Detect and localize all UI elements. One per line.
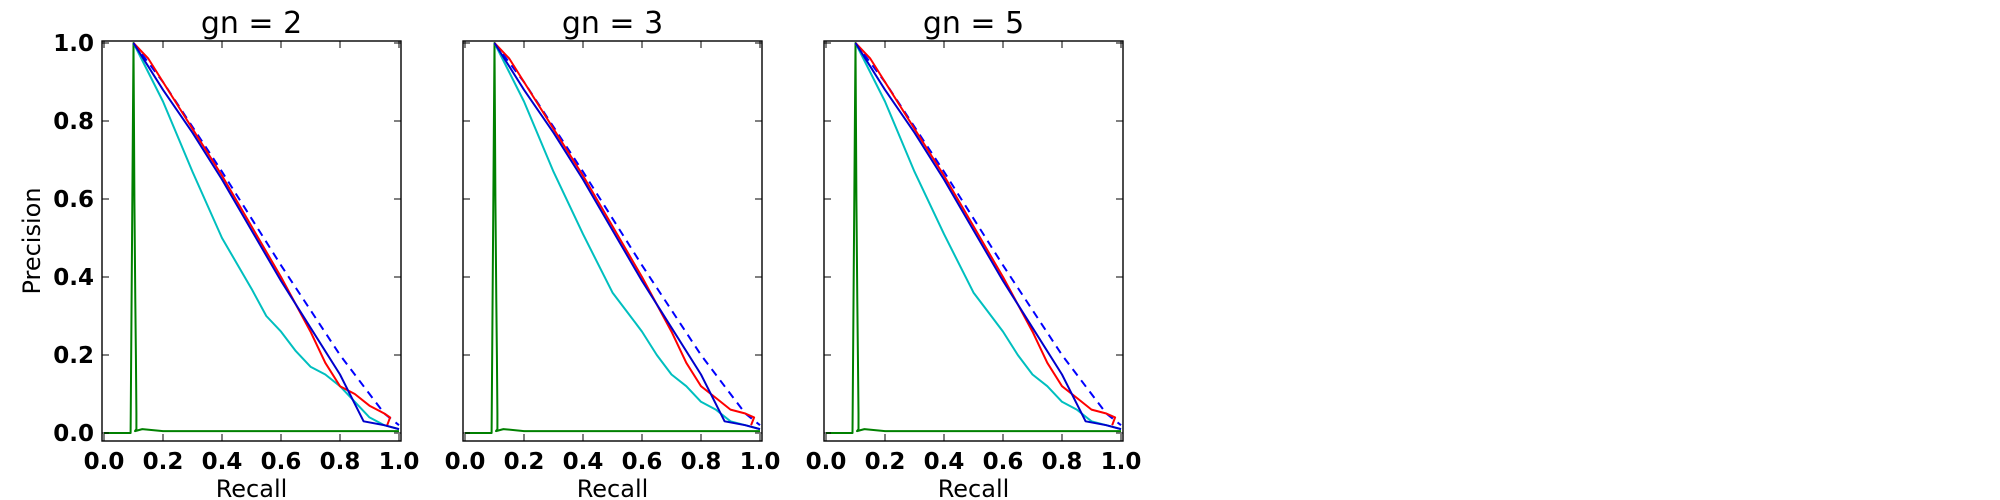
plot-frame — [462, 40, 763, 442]
x-tick-label: 1.0 — [740, 449, 781, 475]
y-tick-label: 0.8 — [53, 109, 94, 135]
x-tick-label: 0.2 — [865, 449, 906, 475]
y-tick-label: 0.0 — [53, 421, 94, 447]
series-line-4 — [854, 42, 1117, 426]
x-tick-label: 0.6 — [983, 449, 1024, 475]
series-line-3 — [854, 42, 1122, 426]
x-tick-label: 0.2 — [143, 449, 184, 475]
pr-panel-3: gn = 5 0.0 0.2 0.4 0.6 0.8 1.0 Recall — [806, 6, 1142, 500]
plot-frame — [823, 40, 1124, 442]
x-tick-label: 0.0 — [445, 449, 486, 475]
x-tick-label: 0.8 — [1042, 449, 1083, 475]
x-tick-label: 1.0 — [379, 449, 420, 475]
pr-panel-2: gn = 3 0.0 0.2 0.4 0.6 0.8 1.0 Recall — [445, 6, 781, 500]
y-tick-label: 1.0 — [53, 31, 94, 57]
x-axis-label: Recall — [216, 475, 288, 500]
series-line-2 — [493, 42, 761, 431]
y-tick-label: 0.4 — [53, 265, 94, 291]
panel-title: gn = 3 — [562, 6, 663, 41]
x-tick-label: 0.4 — [563, 449, 604, 475]
series-group — [826, 42, 1122, 434]
x-tick-label: 0.6 — [261, 449, 302, 475]
y-axis-label: Precision — [18, 187, 46, 294]
x-tick-label: 1.0 — [1101, 449, 1142, 475]
series-line-3 — [493, 42, 761, 426]
x-tick-label: 0.0 — [806, 449, 847, 475]
series-line-5 — [493, 42, 761, 431]
plot-frame — [101, 40, 402, 442]
series-line-2 — [132, 42, 400, 431]
panel-title: gn = 5 — [923, 6, 1024, 41]
x-tick-label: 0.4 — [924, 449, 965, 475]
x-axis-label: Recall — [577, 475, 649, 500]
x-tick-label: 0.8 — [681, 449, 722, 475]
series-line-5 — [854, 42, 1122, 431]
x-tick-label: 0.2 — [504, 449, 545, 475]
series-group — [104, 42, 400, 434]
x-axis-label: Recall — [938, 475, 1010, 500]
series-line-4 — [493, 42, 756, 426]
series-line-2 — [854, 42, 1122, 431]
x-tick-label: 0.6 — [622, 449, 663, 475]
x-tick-label: 0.0 — [84, 449, 125, 475]
x-tick-label: 0.4 — [202, 449, 243, 475]
x-tick-label: 0.8 — [320, 449, 361, 475]
series-line-4 — [132, 42, 392, 426]
pr-panel-1: gn = 2 0.0 0.2 0.4 0.6 0.8 1.0 0.0 0.2 0.4 0.6 0.8 1… — [18, 6, 419, 500]
y-tick-label: 0.2 — [53, 343, 94, 369]
series-line-5 — [132, 42, 400, 431]
series-line-3 — [132, 42, 400, 426]
series-group — [465, 42, 761, 434]
y-tick-label: 0.6 — [53, 187, 94, 213]
panel-title: gn = 2 — [201, 6, 302, 41]
